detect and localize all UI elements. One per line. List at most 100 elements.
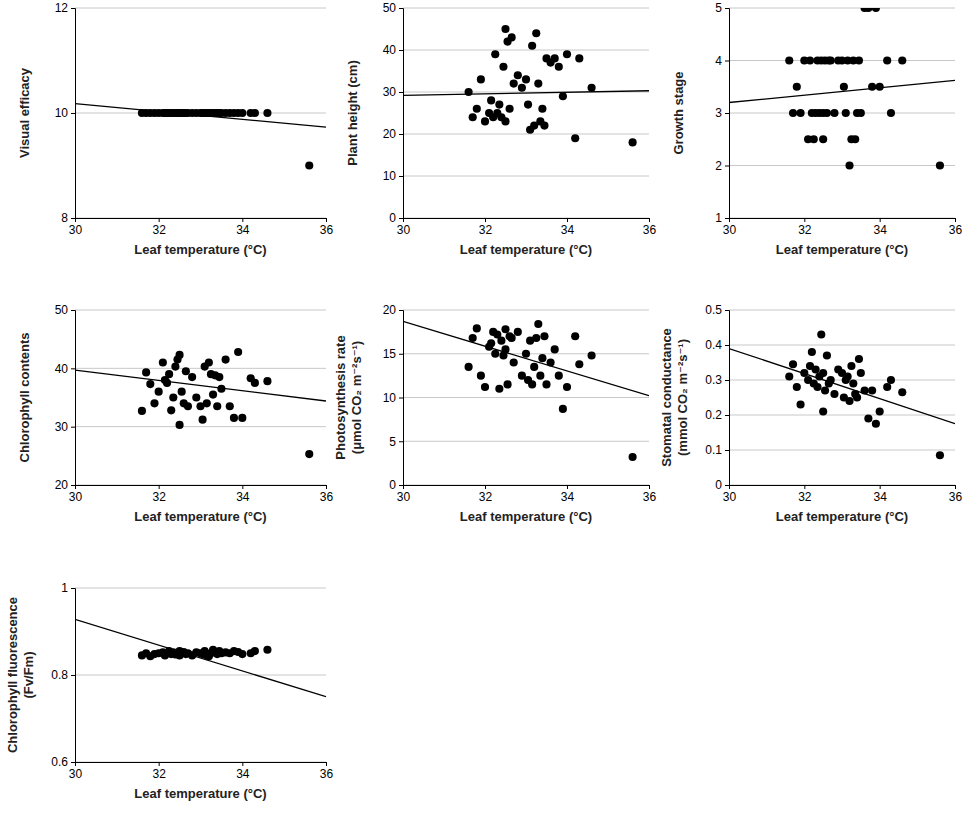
tick: 32 xyxy=(479,485,493,504)
tick-mark xyxy=(729,218,730,222)
point xyxy=(150,399,158,407)
point xyxy=(146,380,154,388)
tick-label: 0.3 xyxy=(705,373,722,387)
tick-label: 30 xyxy=(723,490,737,504)
tick-label: 10 xyxy=(55,106,69,120)
point xyxy=(840,83,848,91)
point xyxy=(830,109,838,117)
grid xyxy=(403,8,649,218)
tick: 10 xyxy=(383,169,403,183)
point xyxy=(167,406,175,414)
axis-line xyxy=(71,9,76,219)
tick-mark xyxy=(71,8,75,9)
grid-line xyxy=(729,165,955,166)
point xyxy=(551,54,559,62)
point xyxy=(182,367,190,375)
tick-mark xyxy=(485,218,486,222)
tick-mark xyxy=(880,218,881,222)
point xyxy=(138,407,146,415)
axis-line xyxy=(730,486,956,490)
tick: 34 xyxy=(873,485,887,504)
point xyxy=(542,380,550,388)
tick: 30 xyxy=(383,85,403,99)
tick-label: 34 xyxy=(873,223,887,237)
tick-label: 34 xyxy=(236,767,250,781)
grid xyxy=(75,8,326,218)
tick-label: 36 xyxy=(643,223,657,237)
y-axis-title: (mmol CO₂ m⁻²s⁻¹) xyxy=(675,339,690,456)
tick: 36 xyxy=(320,762,334,781)
trend-line xyxy=(729,80,955,102)
point xyxy=(465,363,473,371)
point xyxy=(851,135,859,143)
point xyxy=(868,386,876,394)
tick-label: 0.5 xyxy=(705,303,722,317)
point xyxy=(845,397,853,405)
point xyxy=(469,334,477,342)
point xyxy=(487,96,495,104)
point xyxy=(796,109,804,117)
x-axis: 30323436 xyxy=(723,485,963,504)
point xyxy=(522,350,530,358)
grid xyxy=(403,310,649,485)
y-axis-title: Chlorophyll fluorescence xyxy=(5,597,20,753)
grid-line xyxy=(729,8,955,9)
tick-label: 32 xyxy=(798,223,812,237)
tick-label: 32 xyxy=(479,223,493,237)
x-axis: 30323436 xyxy=(69,762,334,781)
y-axis-title: (Fv/Fm) xyxy=(21,652,36,699)
point xyxy=(813,383,821,391)
tick: 5 xyxy=(715,1,729,15)
point xyxy=(819,407,827,415)
tick-mark xyxy=(71,310,75,311)
tick: 32 xyxy=(479,218,493,237)
figure: 8101230323436Leaf temperature (°C)Visual… xyxy=(0,0,965,823)
point xyxy=(473,324,481,332)
y-axis-title: Visual efficacy xyxy=(17,67,32,158)
tick: 30 xyxy=(69,762,83,781)
tick-label: 30 xyxy=(69,223,83,237)
point xyxy=(864,414,872,422)
y-axis-title: Stomatal conductance xyxy=(659,328,674,467)
point xyxy=(812,365,820,373)
point xyxy=(847,362,855,370)
tick-mark xyxy=(159,762,160,766)
y-axis: 05101520 xyxy=(383,303,404,492)
point xyxy=(789,109,797,117)
tick-mark xyxy=(242,762,243,766)
tick-label: 50 xyxy=(55,303,69,317)
point xyxy=(789,360,797,368)
grid-line xyxy=(75,426,326,427)
point xyxy=(226,402,234,410)
point xyxy=(491,50,499,58)
tick-label: 30 xyxy=(69,490,83,504)
point xyxy=(213,402,221,410)
point xyxy=(487,339,495,347)
point xyxy=(842,109,850,117)
grid-line xyxy=(403,397,649,398)
tick-mark xyxy=(725,485,729,486)
tick-label: 30 xyxy=(383,85,397,99)
tick-label: 32 xyxy=(152,223,166,237)
panel: 0510152030323436Leaf temperature (°C)Pho… xyxy=(333,303,656,524)
point xyxy=(883,383,891,391)
point xyxy=(469,113,477,121)
tick-label: 36 xyxy=(643,490,657,504)
point xyxy=(872,420,880,428)
grid xyxy=(75,588,326,762)
tick-label: 36 xyxy=(320,223,334,237)
panel: 0.60.8130323436Leaf temperature (°C)Chlo… xyxy=(5,581,333,801)
tick-label: 0.6 xyxy=(51,755,68,769)
tick-mark xyxy=(71,485,75,486)
tick: 30 xyxy=(397,218,411,237)
plot-area xyxy=(403,25,649,147)
point xyxy=(571,332,579,340)
point xyxy=(876,83,884,91)
tick-label: 0.1 xyxy=(705,443,722,457)
tick-label: 34 xyxy=(561,490,575,504)
point xyxy=(559,92,567,100)
tick-mark xyxy=(725,8,729,9)
tick-label: 32 xyxy=(479,490,493,504)
point xyxy=(510,358,518,366)
tick-label: 0.8 xyxy=(51,668,68,682)
